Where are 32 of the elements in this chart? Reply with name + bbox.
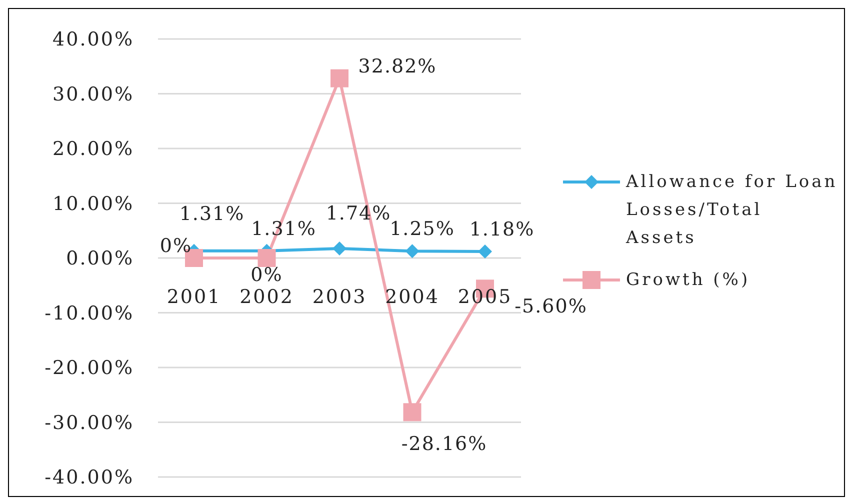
point [332,241,346,256]
x-tick-label: 2001 [166,286,222,308]
data-label: -28.16% [401,433,488,456]
legend-label: Growth (%) [626,269,752,292]
point [478,244,492,259]
point [405,244,420,258]
x-tick-label: 2005 [458,286,512,308]
data-label: 1.31% [179,202,245,225]
y-tick-label: 20.00% [52,138,134,160]
data-label: -5.60% [514,296,588,318]
point [403,403,422,422]
data-label: 1.18% [469,218,535,241]
y-tick-label: -10.00% [44,302,134,324]
y-tick-label: 0.00% [66,248,134,270]
y-tick-label: 30.00% [52,83,134,106]
x-tick-label: 2003 [312,286,367,308]
data-label: 1.31% [251,218,316,240]
data-label: 0% [250,264,283,286]
y-tick-label: 10.00% [52,192,134,215]
x-tick-label: 2004 [385,286,440,308]
data-label: 0% [160,235,192,257]
data-label: 1.74% [326,202,392,224]
y-tick-label: -20.00% [44,357,134,380]
data-label: 32.82% [358,55,437,78]
y-tick-label: 40.00% [52,28,134,51]
point [330,69,348,88]
x-tick-label: 2002 [240,286,294,308]
legend-label: Allowance for Loan Losses/Total Assets [626,171,839,250]
y-tick-label: -40.00% [44,466,134,489]
y-tick-label: -30.00% [44,412,134,434]
data-label: 1.25% [390,218,455,240]
point [258,249,276,267]
